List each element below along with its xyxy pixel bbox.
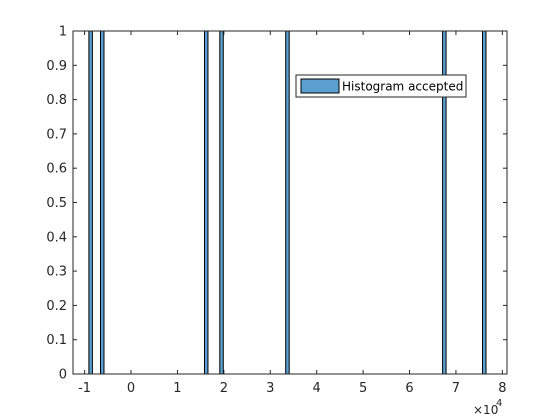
legend: Histogram accepted bbox=[295, 74, 467, 98]
histogram-bar-3 bbox=[219, 30, 224, 375]
x-tick-label-7: 6 bbox=[405, 381, 413, 396]
x-exponent-power: 4 bbox=[496, 398, 502, 409]
x-exponent-label: ×10 bbox=[473, 403, 498, 417]
histogram-bar-2 bbox=[203, 30, 209, 375]
histogram-bar-0 bbox=[88, 30, 93, 375]
y-tick-label-10: 1 bbox=[59, 25, 67, 40]
x-exponent: ×10 4 bbox=[473, 398, 502, 417]
histogram-bar-6 bbox=[482, 30, 487, 375]
y-tick-label-7: 0.7 bbox=[46, 127, 67, 142]
y-tick-label-6: 0.6 bbox=[46, 162, 67, 177]
legend-label: Histogram accepted bbox=[342, 80, 463, 94]
y-tick-label-8: 0.8 bbox=[46, 93, 67, 108]
y-tick-label-2: 0.2 bbox=[46, 299, 67, 314]
x-tick-label-1: 0 bbox=[127, 381, 135, 396]
y-tick-label-4: 0.4 bbox=[46, 230, 67, 245]
x-tick-label-9: 8 bbox=[498, 381, 506, 396]
y-tick-label-3: 0.3 bbox=[46, 265, 67, 280]
x-tick-label-4: 3 bbox=[266, 381, 274, 396]
legend-swatch bbox=[300, 78, 340, 94]
y-ticks-layer: 0 0.1 0.2 0.3 0.4 0.5 0.6 0.7 0.8 0.9 1 bbox=[46, 25, 507, 383]
x-ticks-layer: -1 0 1 2 3 4 5 6 7 8 bbox=[78, 31, 506, 396]
histogram-bar-1 bbox=[100, 30, 105, 375]
x-tick-label-2: 1 bbox=[173, 381, 181, 396]
y-tick-label-0: 0 bbox=[59, 368, 67, 383]
y-tick-label-9: 0.9 bbox=[46, 59, 67, 74]
x-tick-label-8: 7 bbox=[452, 381, 460, 396]
x-tick-label-6: 5 bbox=[359, 381, 367, 396]
x-tick-label-5: 4 bbox=[313, 381, 321, 396]
y-tick-label-5: 0.5 bbox=[46, 196, 67, 211]
x-tick-label-0: -1 bbox=[78, 381, 91, 396]
x-tick-label-3: 2 bbox=[220, 381, 228, 396]
histogram-bar-4 bbox=[285, 30, 290, 375]
y-tick-label-1: 0.1 bbox=[46, 333, 67, 348]
